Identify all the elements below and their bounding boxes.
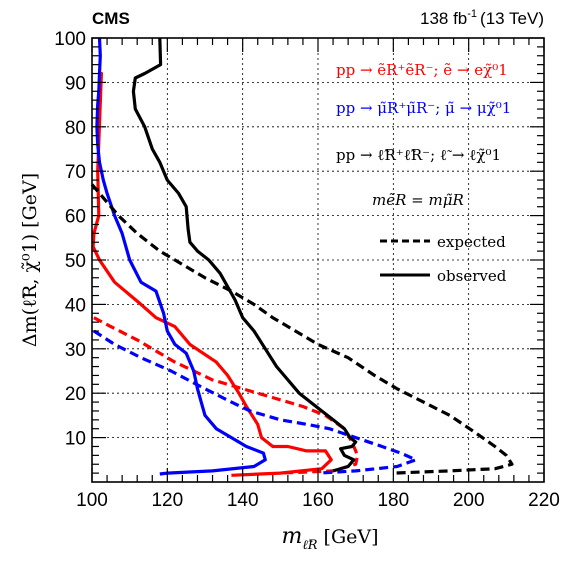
series-group [90,37,514,477]
x-tick-label: 100 [76,490,108,511]
x-axis-symbol: m [281,524,302,549]
series-line-e_exp [93,316,360,475]
experiment-label: CMS [92,9,130,28]
legend-expected-label: expected [437,233,506,251]
legend-mass-condition: mẽR = mμ̃R [372,191,464,209]
series-line-mu_obs [95,37,267,476]
y-tick-label: 70 [65,162,86,183]
x-tick-label: 140 [227,490,259,511]
legend-entry-smuon: pp → μ̃R⁺μ̃R⁻; μ̃ → μχ̃⁰1 [336,99,511,117]
series-line-e_obs [91,71,333,477]
y-tick-label: 10 [65,429,86,450]
legend: pp → ẽR⁺ẽR⁻; ẽ → eχ̃⁰1 pp → μ̃R⁺μ̃R⁻; μ̃… [336,61,511,285]
x-tick-label: 180 [377,490,409,511]
axis-ticks [91,37,545,482]
series-line-l_obs [131,37,358,473]
luminosity-value: 138 fb [420,9,467,28]
energy-value: (13 TeV) [480,9,544,28]
x-tick-label: 220 [528,490,560,511]
x-axis-unit: [GeV] [324,526,379,548]
x-axis-subscript: ℓ̃R [302,538,317,553]
luminosity-exponent: -1 [467,8,477,20]
legend-entry-slepton: pp → ℓ̃R⁺ℓ̃R⁻; ℓ̃ → ℓχ̃⁰1 [336,146,501,164]
x-axis-title: mℓ̃R [GeV] [281,524,378,553]
y-tick-label: 40 [65,295,86,316]
y-tick-label: 100 [54,29,86,50]
series-line-mu_exp [93,329,418,475]
y-tick-label: 60 [65,207,86,228]
x-tick-label: 160 [302,490,334,511]
x-tick-label: 200 [453,490,485,511]
y-tick-label: 30 [65,340,86,361]
x-tick-label: 120 [151,490,183,511]
grid [92,38,544,482]
y-tick-label: 90 [65,73,86,94]
y-tick-label: 50 [65,251,86,272]
series-line-l_exp [90,183,514,475]
legend-observed-label: observed [437,267,507,285]
tick-labels: 100 120 140 160 180 200 220 10 20 30 40 50 60 70 80 90 1… [54,29,560,511]
legend-entry-selectron: pp → ẽR⁺ẽR⁻; ẽ → eχ̃⁰1 [336,61,508,79]
y-tick-label: 20 [65,384,86,405]
luminosity-label: 138 fb-1 (13 TeV) [420,8,544,28]
y-axis-title: Δm(ℓ̃R, χ̃⁰1) [GeV] [19,173,41,347]
y-tick-label: 80 [65,118,86,139]
